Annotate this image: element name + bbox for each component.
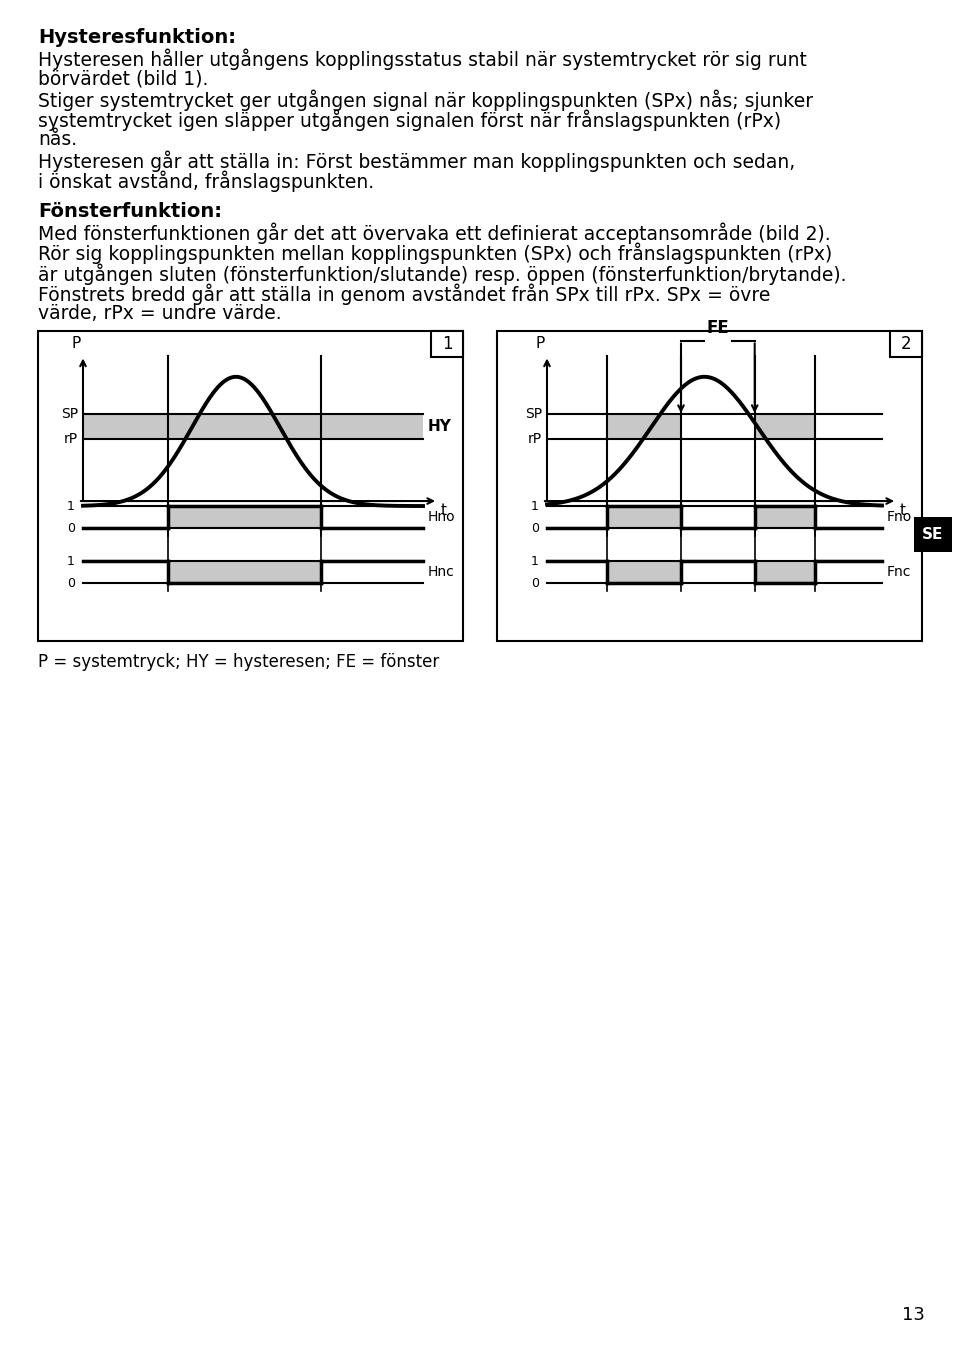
Text: nås.: nås.	[38, 130, 77, 149]
Text: 1: 1	[67, 554, 75, 568]
Text: 1: 1	[67, 499, 75, 512]
Bar	[755, 561, 815, 583]
Text: värde, rPx = undre värde.: värde, rPx = undre värde.	[38, 304, 281, 323]
Bar	[38, 330, 463, 641]
Text: P: P	[536, 335, 545, 350]
Text: systemtrycket igen släpper utgången signalen först när frånslagspunkten (rPx): systemtrycket igen släpper utgången sign…	[38, 110, 781, 131]
Bar	[608, 561, 681, 583]
Text: Hysteresfunktion:: Hysteresfunktion:	[38, 28, 236, 47]
Text: Fönstrets bredd går att ställa in genom avståndet från SPx till rPx. SPx = övre: Fönstrets bredd går att ställa in genom …	[38, 284, 770, 304]
Bar	[914, 516, 952, 552]
Bar	[755, 506, 815, 529]
Bar	[168, 561, 321, 583]
Bar	[755, 414, 815, 439]
Text: i önskat avstånd, frånslagspunkten.: i önskat avstånd, frånslagspunkten.	[38, 170, 374, 192]
Text: rP: rP	[528, 433, 542, 446]
Text: Hnc: Hnc	[428, 565, 455, 579]
Text: Rör sig kopplingspunkten mellan kopplingspunkten (SPx) och frånslagspunkten (rPx: Rör sig kopplingspunkten mellan koppling…	[38, 243, 832, 264]
Text: 0: 0	[531, 522, 539, 534]
Text: 1: 1	[531, 499, 539, 512]
Text: 13: 13	[902, 1306, 925, 1324]
Text: Fönsterfunktion:: Fönsterfunktion:	[38, 201, 222, 220]
Text: P: P	[72, 335, 81, 350]
Text: 0: 0	[67, 576, 75, 589]
Text: 0: 0	[67, 522, 75, 534]
Text: rP: rP	[64, 433, 78, 446]
Bar	[890, 330, 922, 357]
Text: HY: HY	[428, 419, 452, 434]
Bar	[431, 330, 463, 357]
Text: P = systemtryck; HY = hysteresen; FE = fönster: P = systemtryck; HY = hysteresen; FE = f…	[38, 653, 440, 671]
Text: SP: SP	[525, 407, 542, 420]
Bar	[83, 414, 423, 439]
Text: är utgången sluten (fönsterfunktion/slutande) resp. öppen (fönsterfunktion/bryta: är utgången sluten (fönsterfunktion/slut…	[38, 264, 847, 284]
Text: t: t	[900, 503, 906, 518]
Text: SE: SE	[923, 526, 944, 542]
Text: börvärdet (bild 1).: börvärdet (bild 1).	[38, 69, 208, 88]
Text: SP: SP	[60, 407, 78, 420]
Bar	[608, 506, 681, 529]
Text: 1: 1	[531, 554, 539, 568]
Text: 1: 1	[442, 334, 452, 353]
Text: Fnc: Fnc	[887, 565, 911, 579]
Text: Hysteresen håller utgångens kopplingsstatus stabil när systemtrycket rör sig run: Hysteresen håller utgångens kopplingssta…	[38, 49, 806, 70]
Bar	[608, 414, 681, 439]
Text: Hysteresen går att ställa in: Först bestämmer man kopplingspunkten och sedan,: Hysteresen går att ställa in: Först best…	[38, 150, 795, 172]
Text: Fno: Fno	[887, 510, 912, 525]
Bar	[168, 506, 321, 529]
Text: Med fönsterfunktionen går det att övervaka ett definierat acceptansområde (bild : Med fönsterfunktionen går det att överva…	[38, 223, 830, 245]
Text: 2: 2	[900, 334, 911, 353]
Text: t: t	[441, 503, 447, 518]
Text: Hno: Hno	[428, 510, 456, 525]
Text: Stiger systemtrycket ger utgången signal när kopplingspunkten (SPx) nås; sjunker: Stiger systemtrycket ger utgången signal…	[38, 89, 813, 111]
Bar	[497, 330, 922, 641]
Text: FE: FE	[707, 319, 730, 337]
Text: 0: 0	[531, 576, 539, 589]
